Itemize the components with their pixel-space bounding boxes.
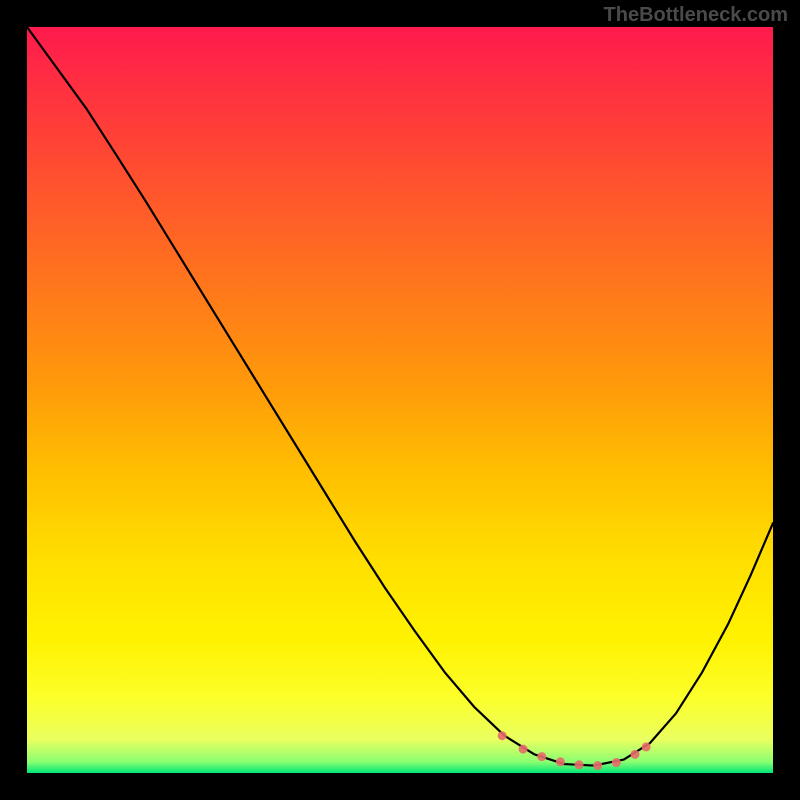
optimal-marker <box>593 761 602 770</box>
optimal-marker <box>556 757 565 766</box>
optimal-marker <box>537 752 546 761</box>
optimal-marker <box>630 750 639 759</box>
optimal-marker <box>642 742 651 751</box>
optimal-marker <box>612 758 621 767</box>
optimal-marker <box>575 760 584 769</box>
chart-area <box>27 27 773 773</box>
optimal-marker <box>519 745 528 754</box>
chart-svg <box>27 27 773 773</box>
optimal-marker <box>498 731 507 740</box>
watermark-text: TheBottleneck.com <box>604 4 788 27</box>
gradient-background <box>27 27 773 773</box>
